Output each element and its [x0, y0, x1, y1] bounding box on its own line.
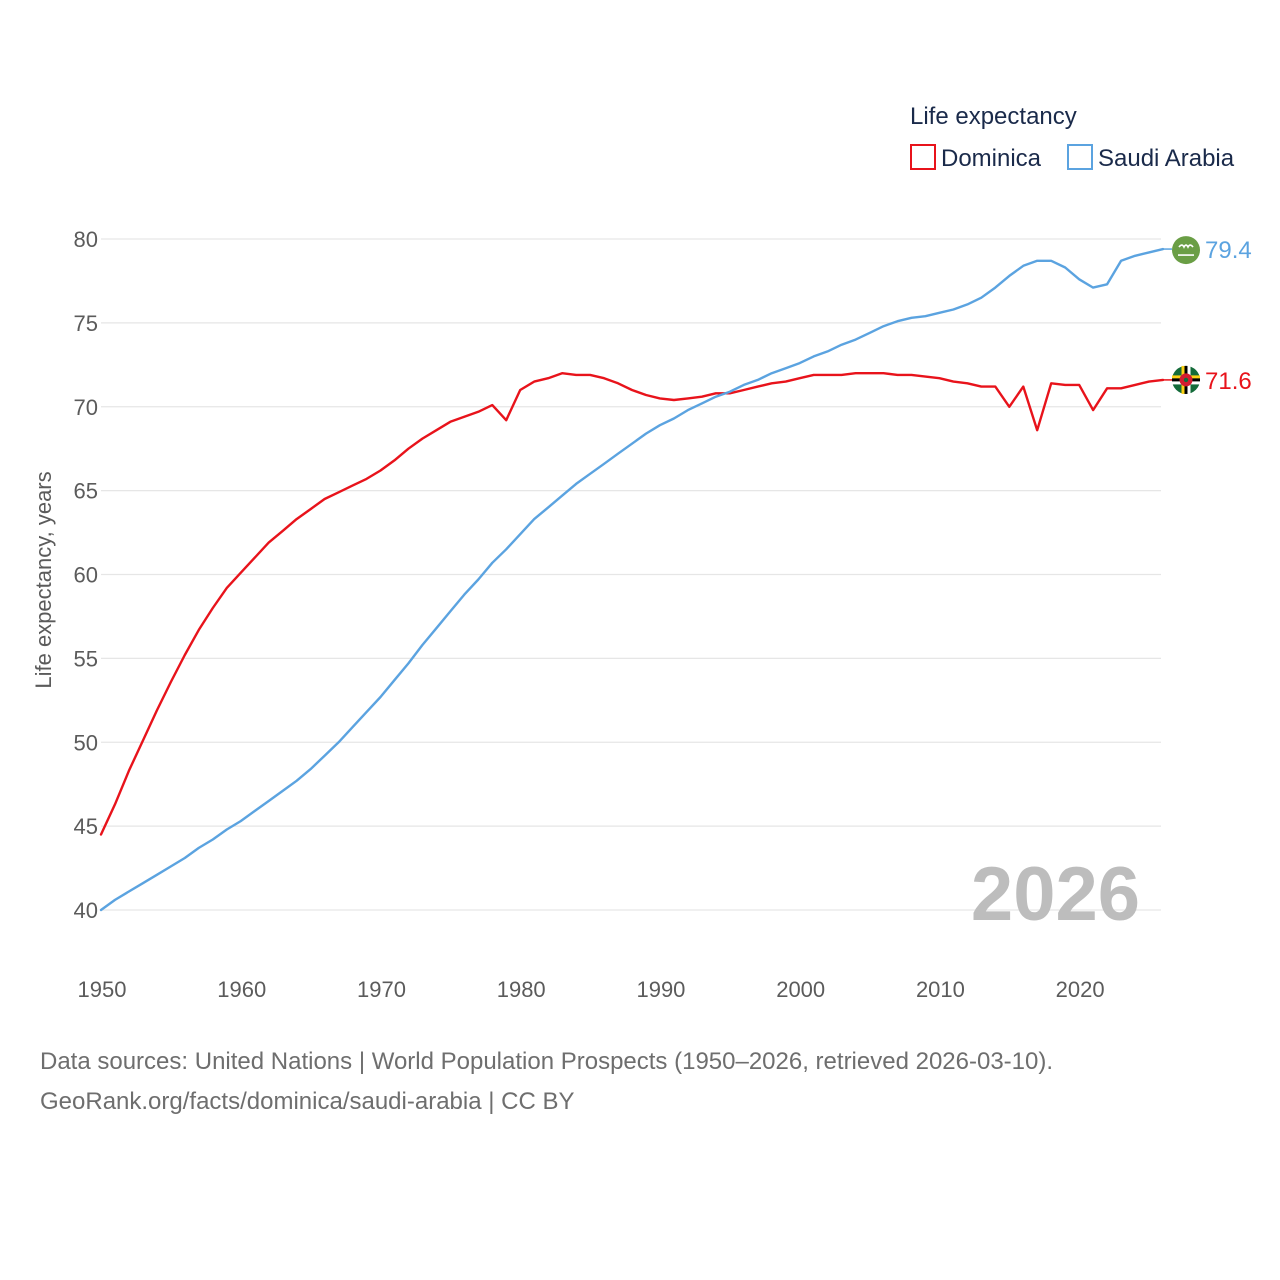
y-tick-label: 55 — [74, 646, 98, 671]
end-value-label: 79.4 — [1205, 237, 1252, 264]
legend: Life expectancy Dominica Saudi Arabia — [910, 103, 1235, 172]
legend-label-saudi-arabia: Saudi Arabia — [1098, 145, 1235, 172]
end-value-label: 71.6 — [1205, 368, 1252, 395]
x-tick-label: 2000 — [776, 977, 825, 1002]
footer-sources: Data sources: United Nations | World Pop… — [40, 1048, 1054, 1075]
series-line-dominica — [99, 372, 1165, 836]
x-tick-label: 1990 — [636, 977, 685, 1002]
y-tick-label: 65 — [74, 479, 98, 504]
y-axis-label: Life expectancy, years — [31, 471, 56, 688]
series-end-markers: 71.6 79.4 — [1163, 236, 1252, 395]
footer-credit[interactable]: GeoRank.org/facts/dominica/saudi-arabia … — [40, 1088, 575, 1115]
footer: Data sources: United Nations | World Pop… — [40, 1042, 1053, 1122]
y-tick-label: 45 — [74, 814, 98, 839]
x-tick-label: 1960 — [217, 977, 266, 1002]
y-axis-ticks: 40 45 50 55 60 65 70 75 80 — [74, 227, 98, 923]
saudi-arabia-flag-icon — [1172, 236, 1200, 265]
x-tick-label: 1950 — [78, 977, 127, 1002]
line-chart: 40 45 50 55 60 65 70 75 80 1950 1960 1970 1980 1990 2… — [31, 103, 1252, 1002]
legend-swatch-saudi-arabia — [1067, 144, 1093, 170]
gridlines — [101, 238, 1161, 911]
x-axis-ticks: 1950 1960 1970 1980 1990 2000 2010 2020 — [78, 977, 1105, 1002]
y-tick-label: 80 — [74, 227, 98, 252]
y-tick-label: 40 — [74, 898, 98, 923]
y-tick-label: 75 — [74, 311, 98, 336]
legend-title: Life expectancy — [910, 103, 1077, 130]
y-tick-label: 50 — [74, 730, 98, 755]
x-tick-label: 1970 — [357, 977, 406, 1002]
y-tick-label: 70 — [74, 395, 98, 420]
series-lines — [99, 247, 1165, 912]
x-tick-label: 1980 — [497, 977, 546, 1002]
series-line-saudi-arabia — [99, 247, 1165, 912]
x-tick-label: 2020 — [1056, 977, 1105, 1002]
dominica-flag-icon — [1172, 365, 1200, 394]
y-tick-label: 60 — [74, 563, 98, 588]
legend-label-dominica: Dominica — [941, 145, 1042, 172]
x-tick-label: 2010 — [916, 977, 965, 1002]
year-watermark: 2026 — [971, 852, 1140, 937]
legend-swatch-dominica — [910, 144, 936, 170]
